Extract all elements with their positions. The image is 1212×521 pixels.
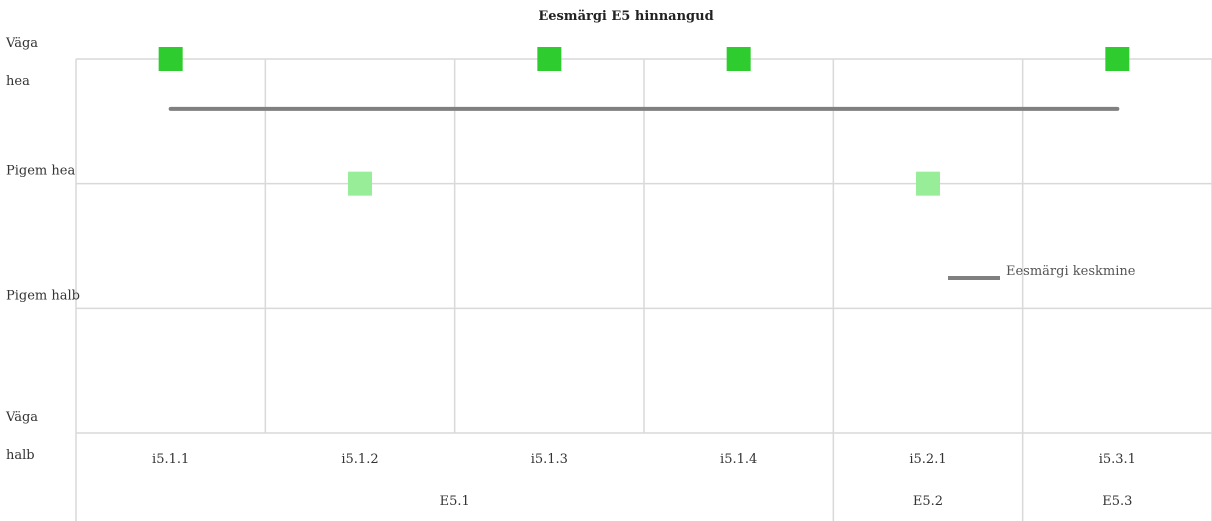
group-label: E5.1 bbox=[440, 494, 470, 509]
x-tick-label: i5.1.2 bbox=[341, 452, 378, 467]
chart-title: Eesmärgi E5 hinnangud bbox=[538, 9, 713, 24]
marker-i5.1.1 bbox=[158, 47, 183, 71]
legend-label: Eesmärgi keskmine bbox=[1006, 264, 1136, 279]
markers bbox=[158, 47, 1130, 196]
marker-i5.1.3 bbox=[537, 47, 562, 71]
y-tick-label: Väga bbox=[5, 36, 38, 51]
y-tick-label: hea bbox=[6, 74, 30, 89]
y-axis-labels: Väga halb Pigem halb Pigem hea Väga hea bbox=[5, 36, 80, 463]
x-tick-label: i5.1.1 bbox=[152, 452, 189, 467]
marker-i5.1.4 bbox=[726, 47, 751, 71]
grid bbox=[75, 58, 1212, 521]
x-tick-label: i5.2.1 bbox=[909, 452, 946, 467]
y-tick-label: Pigem halb bbox=[6, 288, 80, 303]
group-label: E5.2 bbox=[913, 494, 943, 509]
y-tick-label: Pigem hea bbox=[6, 164, 75, 179]
marker-i5.2.1 bbox=[916, 171, 940, 196]
marker-i5.1.2 bbox=[348, 171, 372, 196]
x-tick-label: i5.1.4 bbox=[720, 452, 757, 467]
marker-i5.3.1 bbox=[1105, 47, 1130, 71]
x-tick-label: i5.3.1 bbox=[1099, 452, 1136, 467]
x-axis-labels: i5.1.1 i5.1.2 i5.1.3 i5.1.4 i5.2.1 i5.3.1 E5.1… bbox=[152, 452, 1136, 509]
group-label: E5.3 bbox=[1102, 494, 1132, 509]
y-tick-label: halb bbox=[6, 448, 35, 463]
legend: Eesmärgi keskmine bbox=[948, 264, 1136, 280]
x-tick-label: i5.1.3 bbox=[531, 452, 568, 467]
y-tick-label: Väga bbox=[5, 410, 38, 425]
